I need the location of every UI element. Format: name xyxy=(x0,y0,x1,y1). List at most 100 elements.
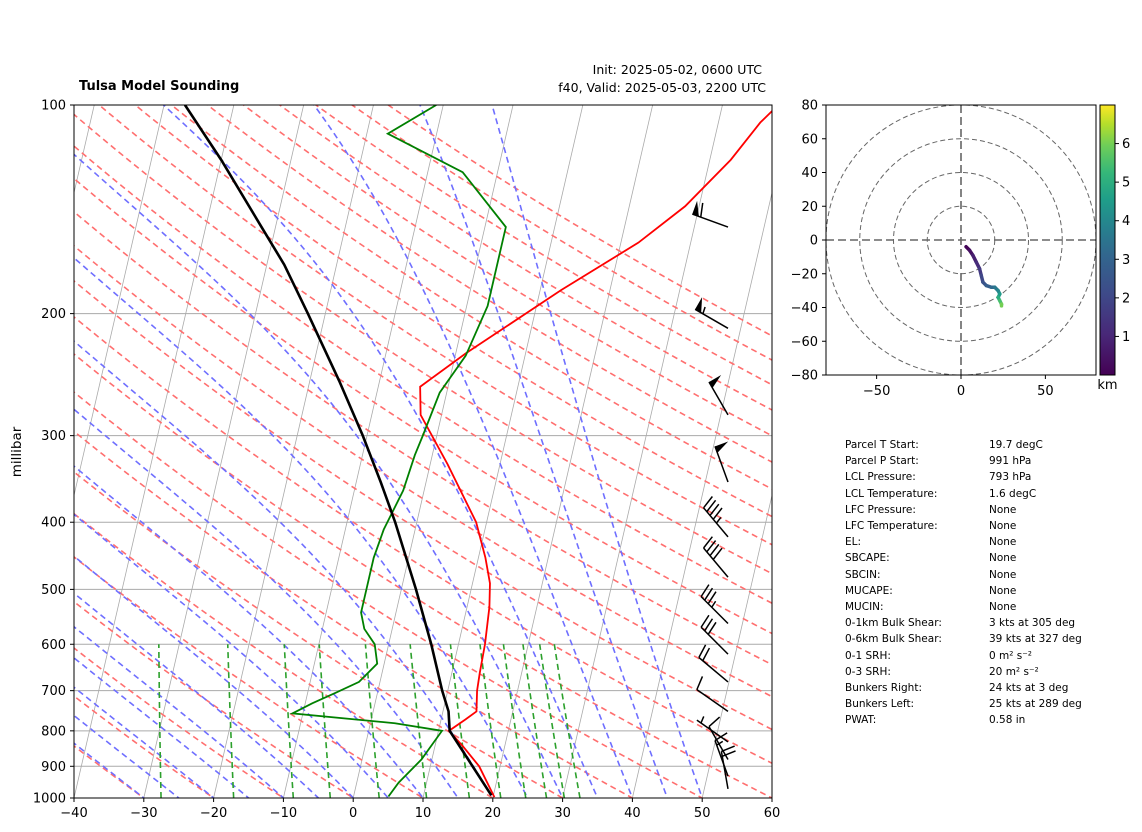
isotherm-line xyxy=(213,105,374,798)
y-tick-label: 200 xyxy=(41,307,66,322)
y-axis-label: millibar xyxy=(9,426,25,477)
moist-adiabat xyxy=(74,656,250,798)
parameter-row: 0-6km Bulk Shear: 39 kts at 327 deg xyxy=(845,631,1082,647)
colorbar xyxy=(1099,104,1116,376)
dry-adiabat xyxy=(74,430,635,798)
colorbar-tick-label: 6 xyxy=(1122,137,1130,152)
hodograph-y-tick-label: −60 xyxy=(791,335,818,350)
parameter-label: 0-6km Bulk Shear: xyxy=(845,633,942,646)
hodograph-y-tick-label: −80 xyxy=(791,369,818,384)
parameter-row: Bunkers Left: 25 kts at 289 deg xyxy=(845,696,1082,712)
moist-adiabat xyxy=(74,465,425,798)
dewpoint-profile xyxy=(289,105,507,798)
moist-adiabat xyxy=(313,105,634,798)
isotherm-line xyxy=(74,105,165,498)
parameter-label: EL: xyxy=(845,536,862,549)
y-tick-label: 400 xyxy=(41,516,66,531)
hodograph-y-tick-label: 40 xyxy=(801,166,818,181)
wind-barb xyxy=(696,716,729,743)
dry-adiabat xyxy=(74,279,772,731)
dry-adiabat xyxy=(242,105,772,437)
skewt-plot-area xyxy=(74,105,772,798)
parameter-label: 0-1 SRH: xyxy=(845,649,891,662)
moist-adiabat xyxy=(74,408,459,798)
mixing-ratio-line xyxy=(226,644,235,798)
dry-adiabat xyxy=(314,105,772,386)
parameter-row: EL: None xyxy=(845,534,1082,550)
dry-adiabat xyxy=(74,512,495,798)
parameter-label: MUCAPE: xyxy=(845,584,893,597)
wind-barb xyxy=(702,536,729,578)
parameter-row: Bunkers Right: 24 kts at 3 deg xyxy=(845,680,1082,696)
wind-barb xyxy=(714,732,729,777)
x-tick-label: −30 xyxy=(130,806,157,821)
parameter-row: 0-1km Bulk Shear: 3 kts at 305 deg xyxy=(845,615,1082,631)
mixing-ratio-line xyxy=(318,644,332,798)
parameter-row: SBCIN: None xyxy=(845,567,1082,583)
x-tick-label: 50 xyxy=(694,806,711,821)
hodograph-y-tick-label: 80 xyxy=(801,99,818,114)
parameter-label: Bunkers Right: xyxy=(845,682,922,695)
mixing-ratio-line xyxy=(409,644,428,798)
parameter-label: MUCIN: xyxy=(845,601,884,614)
x-tick-label: 60 xyxy=(764,806,781,821)
parameter-row: MUCIN: None xyxy=(845,599,1082,615)
parameter-label: LFC Pressure: xyxy=(845,503,916,516)
mixing-ratio-line xyxy=(364,644,380,798)
mixing-ratio-line xyxy=(522,644,548,798)
sounding-parameters: Parcel T Start: 19.7 degC Parcel P Start: 9… xyxy=(845,437,1082,729)
parameter-value: 24 kts at 3 deg xyxy=(989,682,1069,695)
parameter-value: 19.7 degC xyxy=(989,439,1043,451)
moist-adiabat xyxy=(74,340,494,798)
parameter-value: None xyxy=(989,552,1017,565)
hodograph-y-tick-label: −20 xyxy=(791,267,818,282)
isotherm-line xyxy=(143,105,305,798)
parameter-value: 3 kts at 305 deg xyxy=(989,617,1076,630)
hodograph-y-tick-label: 20 xyxy=(801,200,818,215)
parcel-profile xyxy=(183,105,493,796)
parameter-row: LCL Pressure: 793 hPa xyxy=(845,469,1082,485)
wind-barb xyxy=(720,745,736,789)
moist-adiabat xyxy=(74,592,320,798)
parameter-label: SBCAPE: xyxy=(845,552,890,565)
colorbar-tick-label: 5 xyxy=(1122,176,1130,191)
parameter-value: None xyxy=(989,536,1017,549)
parameter-label: SBCIN: xyxy=(845,568,881,581)
mixing-ratio-line xyxy=(449,644,471,798)
x-tick-label: 20 xyxy=(485,806,502,821)
parameter-value: None xyxy=(989,601,1017,614)
moist-adiabat xyxy=(74,513,390,798)
mixing-ratio-line xyxy=(283,644,295,798)
parameter-label: Parcel P Start: xyxy=(845,455,919,468)
dry-adiabat xyxy=(74,695,216,798)
parameter-row: LCL Temperature: 1.6 degC xyxy=(845,486,1082,502)
parameter-value: None xyxy=(989,503,1017,516)
mixing-ratio-line xyxy=(479,644,502,798)
parameter-value: 20 m² s⁻² xyxy=(989,665,1039,678)
parameter-row: MUCAPE: None xyxy=(845,583,1082,599)
parameter-row: PWAT: 0.58 in xyxy=(845,712,1082,728)
y-tick-label: 300 xyxy=(41,429,66,444)
wind-barb xyxy=(698,644,729,683)
parameter-value: 991 hPa xyxy=(989,455,1032,468)
temperature-profile xyxy=(419,109,772,798)
dry-adiabat xyxy=(97,105,772,546)
init-time: Init: 2025-05-02, 0600 UTC xyxy=(592,62,762,77)
isotherm-line xyxy=(74,105,235,798)
mixing-ratio-line xyxy=(553,644,581,798)
y-tick-label: 100 xyxy=(41,99,66,114)
wind-barb xyxy=(696,676,729,713)
dry-adiabat xyxy=(74,315,772,765)
parameter-value: 39 kts at 327 deg xyxy=(989,633,1082,646)
dry-adiabat xyxy=(133,105,772,518)
wind-barb xyxy=(708,716,729,760)
moist-adiabat xyxy=(162,105,599,798)
isotherm-line xyxy=(422,105,584,798)
parameter-value: 0.58 in xyxy=(989,714,1026,727)
chart-title: Tulsa Model Sounding xyxy=(79,79,240,94)
dry-adiabat xyxy=(74,113,772,575)
x-tick-label: 10 xyxy=(415,806,432,821)
parameter-label: 0-1km Bulk Shear: xyxy=(845,617,942,630)
parameter-value: 25 kts at 289 deg xyxy=(989,698,1082,711)
x-tick-label: 40 xyxy=(624,806,641,821)
